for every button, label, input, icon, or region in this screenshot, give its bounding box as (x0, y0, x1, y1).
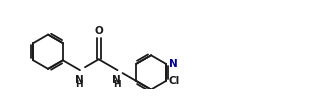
Text: Cl: Cl (169, 76, 180, 86)
Text: H: H (75, 80, 83, 89)
Text: H: H (113, 80, 120, 89)
Text: N: N (112, 75, 121, 85)
Text: N: N (169, 59, 178, 69)
Text: N: N (75, 75, 83, 85)
Text: O: O (94, 26, 103, 36)
